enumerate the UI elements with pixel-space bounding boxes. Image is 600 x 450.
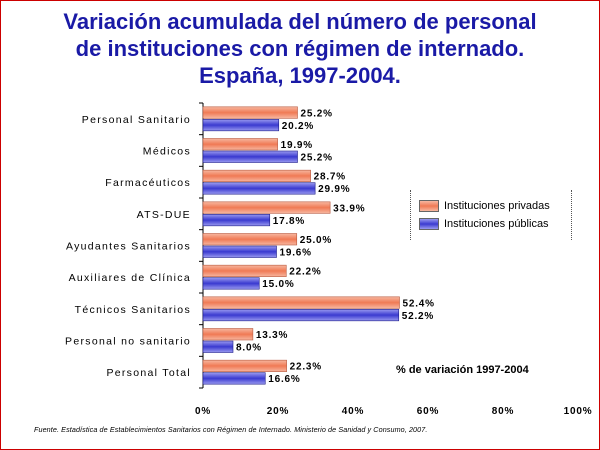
bars	[202, 106, 400, 385]
bar-privadas	[202, 296, 400, 309]
bar-publicas	[202, 372, 266, 385]
labels: Personal Sanitario 25.2% 20.2% Médicos 19.9%…	[65, 108, 435, 385]
value-label-publicas: 16.6%	[268, 374, 300, 385]
x-tick-label: 80%	[492, 406, 514, 417]
bar-publicas	[202, 150, 298, 163]
x-tick-label: 60%	[417, 406, 439, 417]
chart-title: Variación acumulada del número de person…	[0, 8, 600, 89]
legend-swatch-privadas	[419, 200, 439, 213]
x-tick-label: 40%	[342, 406, 364, 417]
x-tick-label: 0%	[195, 406, 211, 417]
value-label-publicas: 20.2%	[282, 121, 314, 132]
value-label-privadas: 28.7%	[314, 172, 346, 183]
bar-publicas	[202, 277, 260, 290]
value-label-publicas: 52.2%	[402, 311, 434, 322]
category-label: Médicos	[143, 146, 191, 158]
value-label-privadas: 33.9%	[333, 203, 365, 214]
source-note: Fuente. Estadística de Establecimientos …	[34, 425, 428, 434]
chart-title-line-2: de instituciones con régimen de internad…	[75, 36, 525, 61]
bar-privadas	[202, 264, 287, 277]
value-label-publicas: 25.2%	[301, 153, 333, 164]
category-label: Personal Total	[106, 367, 191, 379]
value-label-publicas: 15.0%	[262, 279, 294, 290]
legend-item-privadas: Instituciones privadas	[419, 200, 550, 214]
value-label-publicas: 19.6%	[280, 248, 312, 259]
category-label: Personal no sanitario	[65, 336, 191, 348]
legend-label-publicas: Instituciones públicas	[444, 218, 549, 231]
category-label: Auxiliares de Clínica	[69, 272, 191, 284]
x-tick-label: 100%	[564, 406, 593, 417]
value-label-privadas: 25.2%	[301, 108, 333, 119]
bar-publicas	[202, 214, 271, 227]
variation-note: % de variación 1997-2004	[396, 364, 529, 376]
chart-title-line-3: España, 1997-2004.	[199, 63, 401, 88]
value-label-privadas: 52.4%	[403, 298, 435, 309]
value-label-privadas: 25.0%	[300, 235, 332, 246]
category-label: ATS-DUE	[137, 209, 191, 221]
bar-publicas	[202, 182, 316, 195]
value-label-privadas: 22.2%	[289, 267, 321, 278]
value-label-publicas: 17.8%	[273, 216, 305, 227]
value-label-privadas: 13.3%	[256, 330, 288, 341]
bar-publicas	[202, 340, 234, 353]
bar-privadas	[202, 106, 298, 119]
value-label-publicas: 29.9%	[318, 184, 350, 195]
bar-privadas	[202, 169, 311, 182]
legend-label-privadas: Instituciones privadas	[444, 200, 550, 213]
category-label: Ayudantes Sanitarios	[66, 241, 191, 253]
bar-privadas	[202, 328, 254, 341]
category-label: Farmacéuticos	[105, 177, 191, 189]
category-label: Técnicos Sanitarios	[75, 304, 191, 316]
bar-publicas	[202, 245, 277, 258]
bar-privadas	[202, 359, 287, 372]
chart-title-line-1: Variación acumulada del número de person…	[63, 9, 537, 34]
axes: 0% 20% 40% 60% 80% 100%	[195, 102, 593, 417]
legend: Instituciones privadas Instituciones púb…	[410, 190, 572, 240]
x-tick-label: 20%	[267, 406, 289, 417]
bar-publicas	[202, 309, 400, 322]
bar-privadas	[202, 201, 331, 214]
legend-item-publicas: Instituciones públicas	[419, 218, 549, 232]
bar-publicas	[202, 119, 280, 132]
value-label-publicas: 8.0%	[236, 343, 262, 354]
legend-swatch-publicas	[419, 218, 439, 231]
value-label-privadas: 22.3%	[290, 362, 322, 373]
category-label: Personal Sanitario	[82, 114, 191, 126]
value-label-privadas: 19.9%	[281, 140, 313, 151]
bar-privadas	[202, 138, 278, 151]
bar-privadas	[202, 233, 298, 246]
